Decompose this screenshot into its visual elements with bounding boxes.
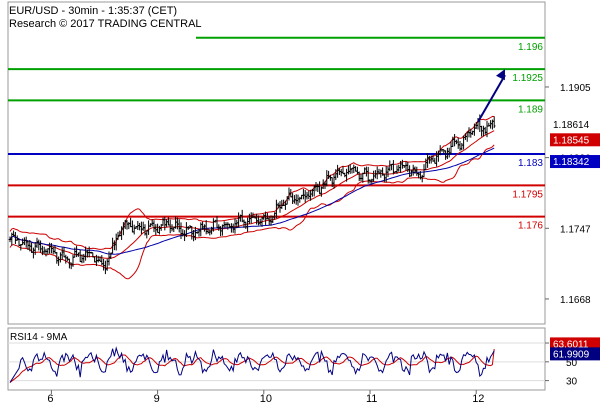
chart-subtitle: Research © 2017 TRADING CENTRAL xyxy=(9,18,202,30)
target-arrow-head xyxy=(495,69,505,81)
bollinger-upper-line xyxy=(9,115,495,250)
rsi-lines xyxy=(8,342,545,383)
level-label-1.176: 1.176 xyxy=(518,221,543,232)
x-tick-label: 9 xyxy=(154,393,160,405)
target-arrow xyxy=(477,69,506,123)
chart-title: EUR/USD - 30min - 1:35:37 (CET) xyxy=(9,5,177,17)
level-label-1.189: 1.189 xyxy=(518,104,543,115)
rsi-tick-label: 50 xyxy=(566,358,578,369)
rsi-value-tag-box xyxy=(550,347,600,361)
rsi-ma-value-tag-box xyxy=(550,337,600,351)
x-tick-label: 11 xyxy=(366,393,377,405)
bollinger-value-tag-box xyxy=(550,133,600,147)
bollinger-lower-line xyxy=(9,144,495,280)
price-panel-frame xyxy=(7,1,546,325)
level-label-1.196: 1.196 xyxy=(518,42,543,53)
rsi-value-tag: 61.9909 xyxy=(553,349,590,360)
rsi-ma-value-tag: 63.6011 xyxy=(553,339,589,350)
rsi-ma-line xyxy=(9,348,495,383)
target-arrow-shaft xyxy=(477,74,506,123)
x-tick-label: 10 xyxy=(260,393,272,405)
level-label-1.1795: 1.1795 xyxy=(512,189,543,200)
last-price-tag: 1.18614 xyxy=(553,120,590,131)
rsi-panel-frame xyxy=(7,327,546,391)
level-label-1.183: 1.183 xyxy=(518,158,543,169)
level-label-1.1925: 1.1925 xyxy=(512,73,543,84)
y-tick-label: 1.1905 xyxy=(560,83,591,94)
moving-average-tag: 1.18342 xyxy=(553,157,590,168)
rsi-tick-label: 30 xyxy=(566,377,578,388)
y-tick-label: 1.1668 xyxy=(560,295,591,306)
y-tick-label: 1.1747 xyxy=(560,224,591,235)
rsi-title: RSI14 - 9MA xyxy=(10,332,68,343)
rsi-line xyxy=(9,346,495,383)
last-price-tag-box xyxy=(550,118,600,132)
x-tick-label: 12 xyxy=(472,393,484,405)
x-tick-label: 6 xyxy=(47,393,53,405)
bollinger-value-tag: 1.18545 xyxy=(553,135,590,146)
moving-average-tag-box xyxy=(550,155,600,169)
candlesticks xyxy=(8,114,496,275)
